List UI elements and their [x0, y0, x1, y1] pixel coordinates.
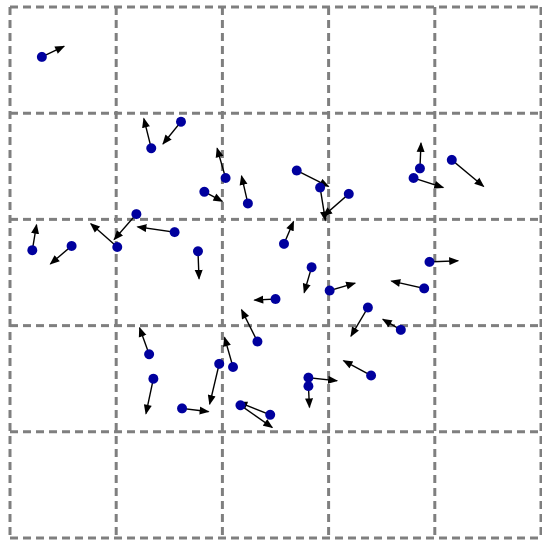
velocity-arrow	[215, 147, 227, 179]
particle	[228, 362, 239, 373]
particle	[343, 188, 354, 199]
velocity-arrow	[296, 169, 330, 188]
particle	[303, 372, 314, 383]
particle	[235, 400, 246, 411]
velocity-arrow	[143, 378, 155, 415]
particle	[175, 116, 186, 127]
dashed-grid	[8, 5, 542, 540]
particle	[131, 209, 142, 220]
particle	[192, 246, 203, 257]
velocity-arrow	[136, 224, 175, 233]
particle	[315, 182, 326, 193]
velocity-arrow	[142, 117, 152, 149]
particles	[27, 51, 457, 420]
particle	[27, 245, 38, 256]
particle	[446, 154, 457, 165]
velocity-arrow	[342, 360, 372, 377]
particle	[252, 336, 263, 347]
particle	[148, 373, 159, 384]
particle	[36, 51, 47, 62]
particle	[199, 186, 210, 197]
velocity-arrow	[240, 404, 274, 429]
particle	[303, 381, 314, 392]
velocity-arrow	[207, 363, 220, 406]
particle	[424, 256, 435, 267]
particle	[242, 198, 253, 209]
velocity-arrow	[451, 159, 485, 188]
particle	[270, 294, 281, 305]
velocity-arrow	[240, 308, 259, 342]
velocity-arrow	[89, 222, 118, 248]
particle	[169, 227, 180, 238]
particle	[408, 172, 419, 183]
particle	[278, 238, 289, 249]
particle	[395, 324, 406, 335]
particle	[362, 302, 373, 313]
particle	[306, 262, 317, 273]
velocity-arrow	[390, 279, 425, 290]
particle	[214, 358, 225, 369]
velocity-arrow	[223, 336, 234, 368]
particle	[419, 283, 430, 294]
particle	[66, 240, 77, 251]
particle	[324, 285, 335, 296]
velocity-arrow	[113, 213, 137, 241]
particle	[366, 370, 377, 381]
velocity-arrow	[319, 187, 328, 222]
particle	[291, 165, 302, 176]
particle	[144, 349, 155, 360]
velocity-arrow	[350, 307, 369, 338]
particle	[112, 242, 123, 253]
particle	[220, 172, 231, 183]
particle	[146, 143, 157, 154]
velocity-arrows	[31, 45, 485, 429]
particle	[265, 409, 276, 420]
particle	[177, 403, 188, 414]
particle	[414, 163, 425, 174]
velocity-arrow	[413, 177, 445, 189]
